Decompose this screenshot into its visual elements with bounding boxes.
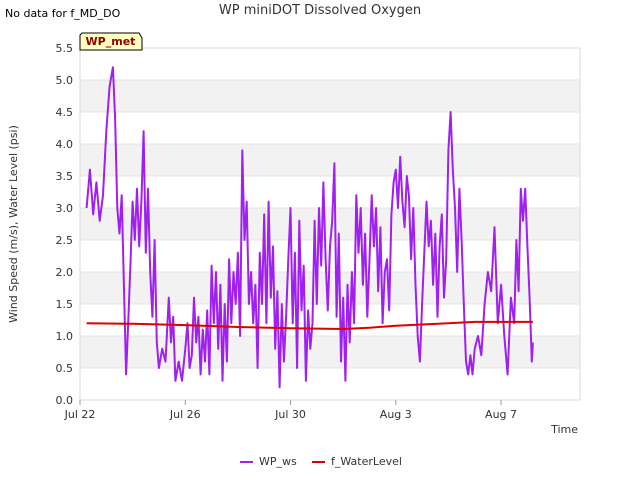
grid-band	[80, 176, 580, 208]
no-data-note: No data for f_MD_DO	[5, 7, 121, 20]
badge-shape	[79, 32, 143, 51]
legend: WP_ws f_WaterLevel	[240, 455, 402, 468]
y-tick-label: 2.0	[56, 266, 74, 279]
y-tick-label: 0.5	[56, 362, 74, 375]
x-tick-label: Aug 3	[380, 408, 412, 421]
series-line-water-level	[86, 320, 533, 330]
x-tick-label: Jul 22	[64, 408, 96, 421]
y-tick-label: 0.0	[56, 394, 74, 407]
x-tick-label: Aug 7	[485, 408, 517, 421]
grid-band	[80, 144, 580, 176]
y-tick-label: 1.0	[56, 330, 74, 343]
y-tick-label: 4.5	[56, 106, 74, 119]
legend-label-wp-ws: WP_ws	[259, 455, 297, 468]
plot-area	[79, 47, 581, 401]
y-tick-label: 4.0	[56, 138, 74, 151]
grid-band	[80, 208, 580, 240]
y-tick-label: 2.5	[56, 234, 74, 247]
x-axis-label: Time	[550, 423, 578, 436]
badge-label: WP_met	[85, 35, 136, 48]
chart-title: WP miniDOT Dissolved Oxygen	[218, 3, 422, 18]
legend-label-water-level: f_WaterLevel	[331, 455, 402, 468]
grid-band	[80, 80, 580, 112]
y-tick-label: 3.5	[56, 170, 74, 183]
x-tick-label: Jul 26	[169, 408, 201, 421]
y-tick-label: 5.0	[56, 74, 74, 87]
grid-band	[80, 112, 580, 144]
grid-band	[80, 368, 580, 400]
y-tick-label: 3.0	[56, 202, 74, 215]
series-line-wp-ws	[85, 66, 534, 389]
y-tick-label: 5.5	[56, 42, 74, 55]
station-badge: WP_met	[80, 32, 141, 50]
y-axis-label: Wind Speed (m/s), Water Level (psi)	[7, 125, 20, 323]
y-tick-label: 1.5	[56, 298, 74, 311]
x-tick-label: Jul 30	[274, 408, 306, 421]
grid-band	[80, 48, 580, 80]
